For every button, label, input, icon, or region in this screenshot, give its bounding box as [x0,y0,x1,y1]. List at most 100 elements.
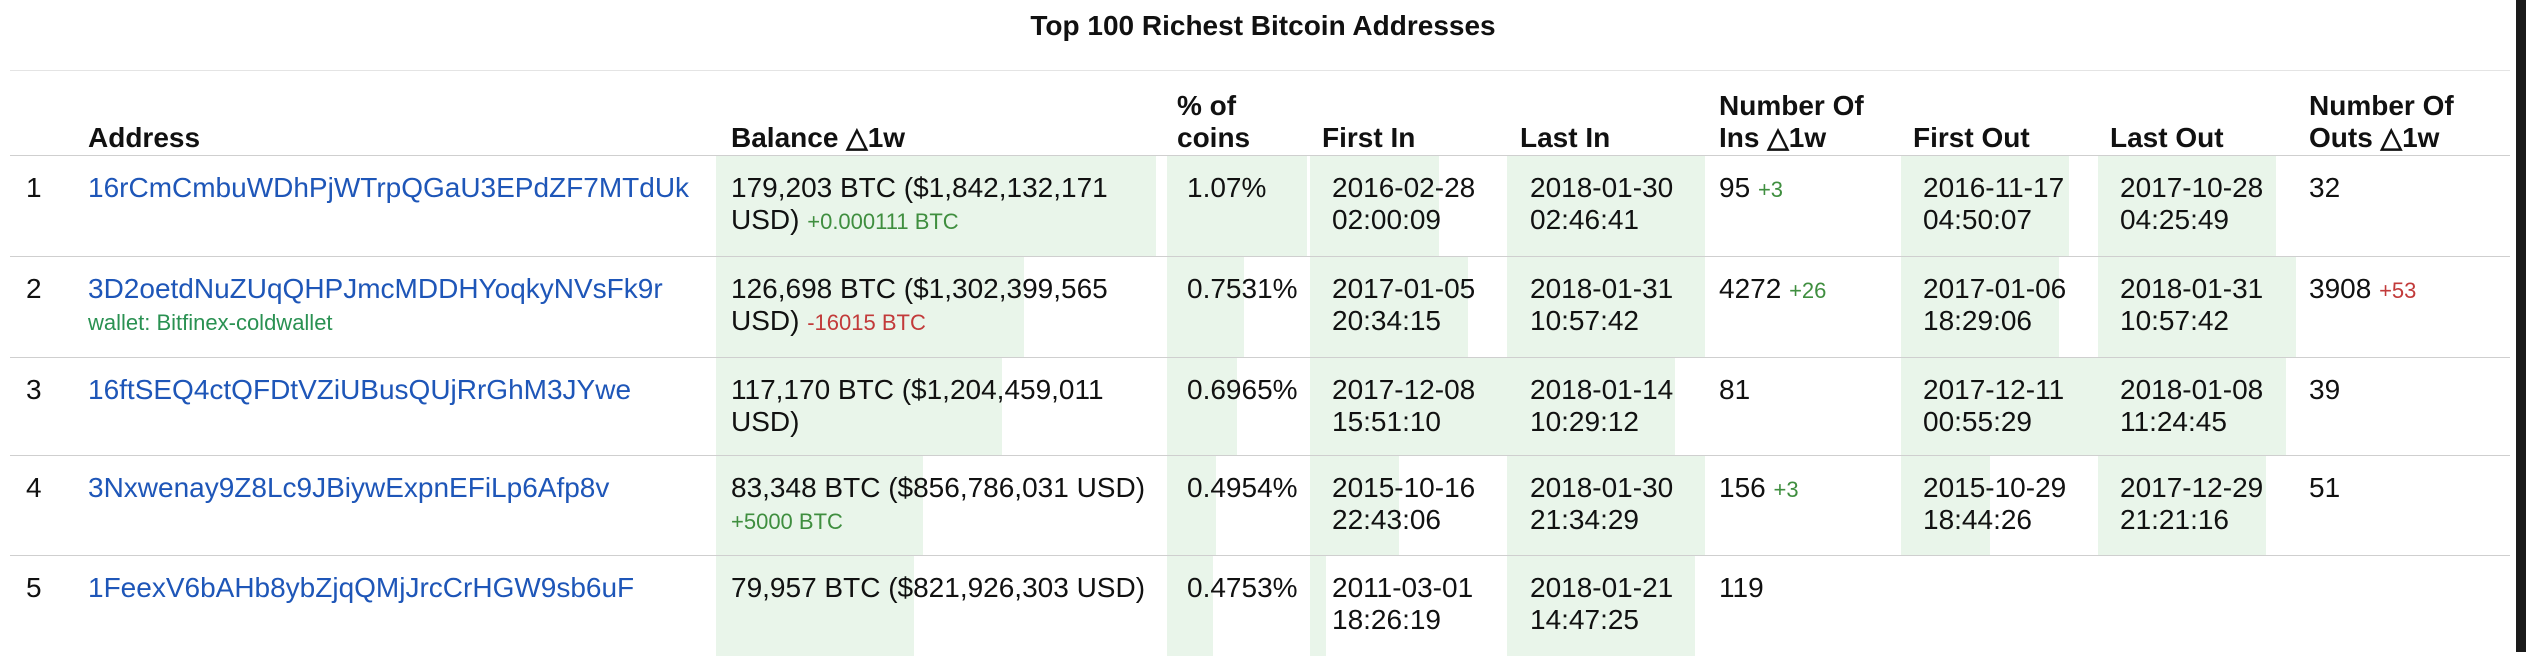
cell-first-in: 2015-10-16 22:43:06 [1310,456,1508,556]
outs-count: 32 [2309,172,2341,203]
value-bar [1167,556,1214,656]
pct-of-coins: 0.4954% [1187,472,1298,503]
cell-ins: 95 +3 [1704,156,1902,257]
cell-first-in: 2016-02-28 02:00:09 [1310,156,1508,257]
last-in-date: 2018-01-14 10:29:12 [1530,374,1674,437]
header-first-in[interactable]: First In [1322,122,1416,153]
value-bar [1310,358,1508,456]
balance-change: +0.000111 BTC [807,209,959,234]
value-bar [1310,156,1439,257]
cell-pct: 0.4954% [1167,456,1307,556]
table-row: 4 3Nxwenay9Z8Lc9JBiywExpnEFiLp6Afp8v 83,34… [10,455,2510,556]
cell-rank: 2 [26,257,86,358]
table-header [10,70,2510,155]
cell-outs: 51 [2295,456,2510,556]
cell-balance: 179,203 BTC ($1,842,132,171 USD) +0.0001… [716,156,1156,257]
balance-change: -16015 BTC [807,310,926,335]
cell-last-in: 2018-01-21 14:47:25 [1507,556,1705,656]
balance-value: 83,348 BTC ($856,786,031 USD) [731,472,1146,503]
header-first-out[interactable]: First Out [1913,122,2030,153]
cell-address: 16rCmCmbuWDhPjWTrpQGaU3EPdZF7MTdUk [88,156,723,257]
pct-of-coins: 0.7531% [1187,273,1298,304]
page-title: Top 100 Richest Bitcoin Addresses [1030,10,1496,41]
outs-count: 39 [2309,374,2341,405]
value-bar [1901,156,2070,257]
cell-first-out: 2017-12-11 00:55:29 [1901,358,2099,456]
cell-outs [2295,556,2510,656]
cell-address: 3D2oetdNuZUqQHPJmcMDDHYoqkyNVsFk9r wallet… [88,257,723,358]
header-ins[interactable]: Number Of Ins △1w [1719,90,1864,153]
wallet-label[interactable]: wallet: Bitfinex-coldwallet [88,310,333,335]
cell-balance: 83,348 BTC ($856,786,031 USD) +5000 BTC [716,456,1156,556]
cell-last-out: 2017-12-29 21:21:16 [2098,456,2296,556]
value-bar [1507,156,1705,257]
last-out-date: 2017-10-28 04:25:49 [2120,172,2264,235]
header-outs[interactable]: Number Of Outs △1w [2309,90,2454,153]
cell-outs: 3908 +53 [2295,257,2510,358]
rank-number: 1 [26,172,42,203]
cell-address: 1FeexV6bAHb8ybZjqQMjJrcCrHGW9sb6uF [88,556,723,656]
header-last-in[interactable]: Last In [1520,122,1611,153]
cell-first-in: 2017-01-05 20:34:15 [1310,257,1508,358]
header-pct[interactable]: % of coins [1177,90,1251,153]
pct-of-coins: 0.6965% [1187,374,1298,405]
cell-last-in: 2018-01-14 10:29:12 [1507,358,1705,456]
cell-last-out [2098,556,2296,656]
cell-first-out: 2017-01-06 18:29:06 [1901,257,2099,358]
window-edge [2516,0,2526,652]
header-address[interactable]: Address [88,122,201,153]
cell-rank: 3 [26,358,86,456]
cell-last-in: 2018-01-30 02:46:41 [1507,156,1705,257]
address-link[interactable]: 3D2oetdNuZUqQHPJmcMDDHYoqkyNVsFk9r [88,273,663,304]
cell-outs: 39 [2295,358,2510,456]
balance-value: 79,957 BTC ($821,926,303 USD) [731,572,1146,603]
value-bar [716,257,1024,358]
first-out-date: 2016-11-17 04:50:07 [1923,172,2065,235]
cell-ins: 156 +3 [1704,456,1902,556]
address-link[interactable]: 16ftSEQ4ctQFDtVZiUBusQUjRrGhM3JYwe [88,374,632,405]
value-bar [1507,257,1705,358]
value-bar [1167,156,1307,257]
pct-of-coins: 1.07% [1187,172,1267,203]
rank-number: 2 [26,273,42,304]
last-in-date: 2018-01-30 02:46:41 [1530,172,1674,235]
address-link[interactable]: 3Nxwenay9Z8Lc9JBiywExpnEFiLp6Afp8v [88,472,610,503]
ins-count: 156 [1719,472,1766,503]
ins-change: +3 [1757,177,1784,202]
value-bar [1507,556,1696,656]
cell-balance: 79,957 BTC ($821,926,303 USD) [716,556,1156,656]
ins-change: +3 [1773,477,1799,502]
address-link[interactable]: 16rCmCmbuWDhPjWTrpQGaU3EPdZF7MTdUk [88,172,690,203]
value-bar [716,556,914,656]
table-row: 1 16rCmCmbuWDhPjWTrpQGaU3EPdZF7MTdUk 179,2… [10,155,2510,257]
cell-rank: 4 [26,456,86,556]
first-in-date: 2011-03-01 18:26:19 [1332,572,1474,635]
address-link[interactable]: 1FeexV6bAHb8ybZjqQMjJrcCrHGW9sb6uF [88,572,635,603]
outs-count: 51 [2309,472,2341,503]
cell-last-out: 2018-01-31 10:57:42 [2098,257,2296,358]
cell-last-out: 2017-10-28 04:25:49 [2098,156,2296,257]
header-balance[interactable]: Balance △1w [731,122,906,153]
cell-balance: 117,170 BTC ($1,204,459,011 USD) [716,358,1156,456]
cell-first-out: 2016-11-17 04:50:07 [1901,156,2099,257]
pct-of-coins: 0.4753% [1187,572,1298,603]
last-in-date: 2018-01-30 21:34:29 [1530,472,1674,535]
cell-first-in: 2011-03-01 18:26:19 [1310,556,1508,656]
table-row: 3 16ftSEQ4ctQFDtVZiUBusQUjRrGhM3JYwe 117,1… [10,357,2510,456]
value-bar [1310,456,1400,556]
value-bar [2098,156,2277,257]
first-out-date: 2017-12-11 00:55:29 [1923,374,2065,437]
rank-number: 3 [26,374,42,405]
first-in-date: 2017-12-08 15:51:10 [1332,374,1476,437]
cell-last-in: 2018-01-30 21:34:29 [1507,456,1705,556]
header-last-out[interactable]: Last Out [2110,122,2224,153]
rank-number: 4 [26,472,42,503]
table-row: 5 1FeexV6bAHb8ybZjqQMjJrcCrHGW9sb6uF 79,95… [10,555,2510,656]
value-bar [716,156,1156,257]
cell-balance: 126,698 BTC ($1,302,399,565 USD) -16015 … [716,257,1156,358]
cell-pct: 0.6965% [1167,358,1307,456]
value-bar [1507,358,1676,456]
cell-address: 3Nxwenay9Z8Lc9JBiywExpnEFiLp6Afp8v [88,456,723,556]
cell-last-out: 2018-01-08 11:24:45 [2098,358,2296,456]
cell-pct: 0.4753% [1167,556,1307,656]
